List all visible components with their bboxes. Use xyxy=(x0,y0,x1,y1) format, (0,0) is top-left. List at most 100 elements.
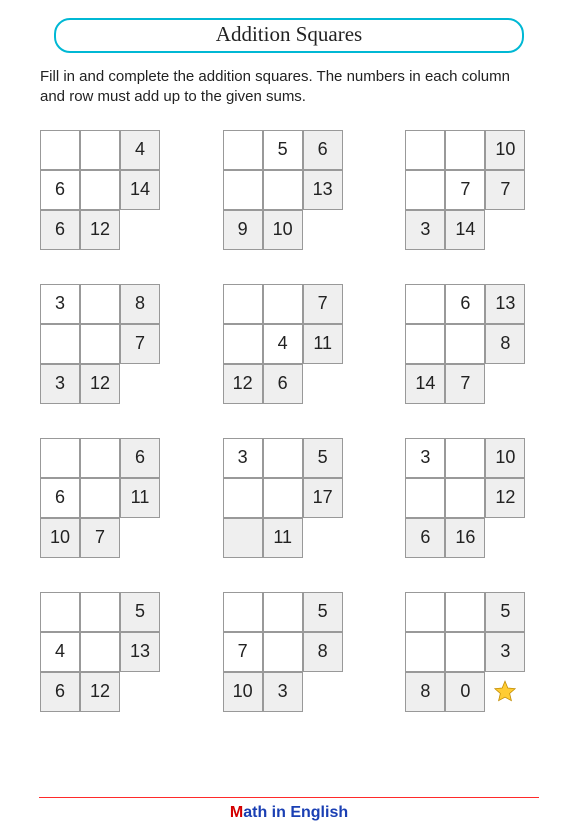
input-cell[interactable] xyxy=(405,130,445,170)
input-cell[interactable] xyxy=(405,284,445,324)
addition-square: 1077314 xyxy=(405,130,538,250)
input-cell[interactable]: 5 xyxy=(263,130,303,170)
star-icon xyxy=(485,672,525,712)
input-cell[interactable]: 6 xyxy=(445,284,485,324)
sum-cell: 12 xyxy=(80,210,120,250)
sum-cell: 4 xyxy=(120,130,160,170)
input-cell[interactable] xyxy=(445,130,485,170)
input-cell[interactable] xyxy=(223,324,263,364)
footer-rest: ath in English xyxy=(243,804,348,821)
sum-cell: 3 xyxy=(263,672,303,712)
sum-cell: 6 xyxy=(40,210,80,250)
sum-cell: 7 xyxy=(80,518,120,558)
input-cell[interactable] xyxy=(80,478,120,518)
corner-blank xyxy=(120,672,160,712)
input-cell[interactable] xyxy=(405,170,445,210)
addition-square: 4614612 xyxy=(40,130,173,250)
input-cell[interactable]: 6 xyxy=(40,170,80,210)
input-cell[interactable]: 3 xyxy=(405,438,445,478)
addition-square: 5413612 xyxy=(40,592,173,712)
sum-cell: 0 xyxy=(445,672,485,712)
input-cell[interactable] xyxy=(445,438,485,478)
sum-cell: 3 xyxy=(485,632,525,672)
input-cell[interactable] xyxy=(80,592,120,632)
input-cell[interactable]: 3 xyxy=(40,284,80,324)
input-cell[interactable]: 3 xyxy=(223,438,263,478)
input-cell[interactable]: 4 xyxy=(40,632,80,672)
input-cell[interactable] xyxy=(80,170,120,210)
input-cell[interactable]: 7 xyxy=(223,632,263,672)
corner-blank xyxy=(303,518,343,558)
input-cell[interactable] xyxy=(40,592,80,632)
addition-square: 6611107 xyxy=(40,438,173,558)
sum-cell: 9 xyxy=(223,210,263,250)
input-cell[interactable] xyxy=(40,130,80,170)
instructions-text: Fill in and complete the addition square… xyxy=(40,67,538,108)
sum-cell: 11 xyxy=(263,518,303,558)
input-cell[interactable] xyxy=(405,592,445,632)
sum-cell: 7 xyxy=(445,364,485,404)
input-cell[interactable] xyxy=(445,324,485,364)
sum-cell: 17 xyxy=(303,478,343,518)
addition-square: 387312 xyxy=(40,284,173,404)
input-cell[interactable] xyxy=(263,632,303,672)
sum-cell xyxy=(223,518,263,558)
sum-cell: 13 xyxy=(120,632,160,672)
corner-blank xyxy=(485,210,525,250)
input-cell[interactable] xyxy=(40,438,80,478)
input-cell[interactable] xyxy=(263,170,303,210)
sum-cell: 7 xyxy=(120,324,160,364)
sum-cell: 12 xyxy=(80,364,120,404)
addition-square: 578103 xyxy=(223,592,356,712)
sum-cell: 14 xyxy=(405,364,445,404)
input-cell[interactable]: 4 xyxy=(263,324,303,364)
sum-cell: 12 xyxy=(223,364,263,404)
corner-blank xyxy=(120,210,160,250)
sum-cell: 6 xyxy=(120,438,160,478)
input-cell[interactable] xyxy=(263,478,303,518)
addition-square: 351711 xyxy=(223,438,356,558)
sum-cell: 12 xyxy=(485,478,525,518)
input-cell[interactable] xyxy=(405,324,445,364)
sum-cell: 6 xyxy=(405,518,445,558)
page-title: Addition Squares xyxy=(54,18,524,53)
input-cell[interactable] xyxy=(223,478,263,518)
addition-square: 7411126 xyxy=(223,284,356,404)
sum-cell: 6 xyxy=(40,672,80,712)
sum-cell: 8 xyxy=(120,284,160,324)
input-cell[interactable] xyxy=(445,478,485,518)
input-cell[interactable] xyxy=(80,284,120,324)
corner-blank xyxy=(485,518,525,558)
sum-cell: 7 xyxy=(303,284,343,324)
addition-square: 5613910 xyxy=(223,130,356,250)
sum-cell: 10 xyxy=(485,130,525,170)
input-cell[interactable] xyxy=(80,632,120,672)
sum-cell: 11 xyxy=(303,324,343,364)
input-cell[interactable] xyxy=(80,130,120,170)
input-cell[interactable] xyxy=(445,592,485,632)
corner-blank xyxy=(303,210,343,250)
footer: Math in English xyxy=(39,797,539,822)
input-cell[interactable] xyxy=(405,478,445,518)
sum-cell: 10 xyxy=(485,438,525,478)
sum-cell: 8 xyxy=(405,672,445,712)
footer-m: M xyxy=(230,804,243,821)
sum-cell: 13 xyxy=(303,170,343,210)
input-cell[interactable] xyxy=(263,284,303,324)
input-cell[interactable]: 6 xyxy=(40,478,80,518)
corner-blank xyxy=(120,364,160,404)
sum-cell: 10 xyxy=(223,672,263,712)
input-cell[interactable] xyxy=(223,170,263,210)
input-cell[interactable] xyxy=(80,438,120,478)
input-cell[interactable] xyxy=(263,592,303,632)
input-cell[interactable] xyxy=(80,324,120,364)
input-cell[interactable] xyxy=(445,632,485,672)
input-cell[interactable] xyxy=(405,632,445,672)
input-cell[interactable] xyxy=(263,438,303,478)
input-cell[interactable] xyxy=(40,324,80,364)
input-cell[interactable]: 7 xyxy=(445,170,485,210)
input-cell[interactable] xyxy=(223,592,263,632)
corner-blank xyxy=(303,364,343,404)
input-cell[interactable] xyxy=(223,284,263,324)
input-cell[interactable] xyxy=(223,130,263,170)
